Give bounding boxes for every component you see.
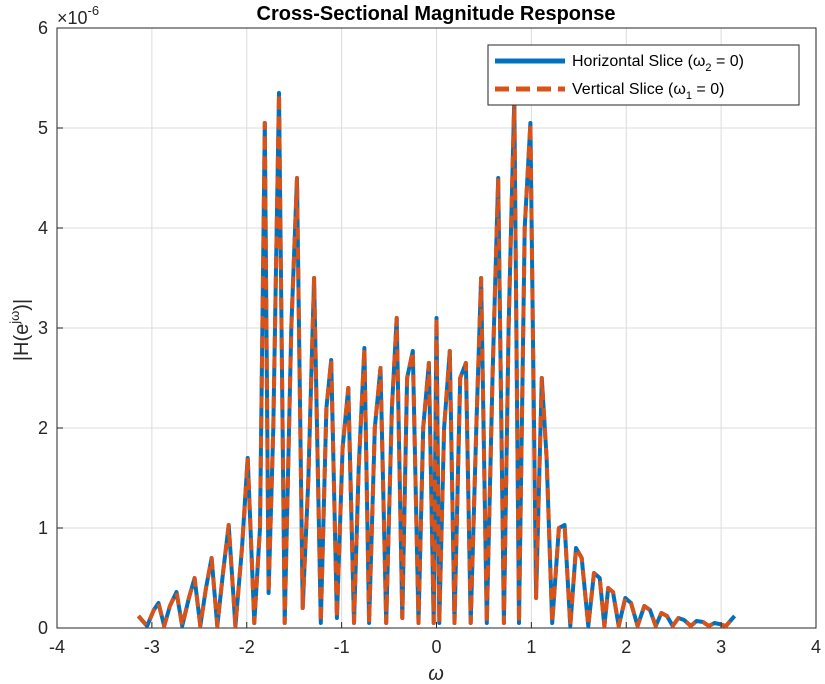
y-exponent-base: ×10	[57, 8, 88, 28]
chart-title: Cross-Sectional Magnitude Response	[257, 3, 616, 25]
legend-horizontal-base: Horizontal Slice (ω	[572, 53, 705, 70]
y-tick-label: 5	[38, 118, 48, 138]
y-tick-label: 6	[38, 18, 48, 38]
y-axis-label-group: |H(ejω)|	[7, 299, 33, 361]
legend-label-horizontal: Horizontal Slice (ω2 = 0)	[572, 53, 744, 74]
x-tick-label: -3	[144, 637, 160, 657]
y-tick-label: 4	[38, 218, 48, 238]
y-label-part1: |H(e	[11, 324, 33, 361]
legend-horizontal-rest: = 0)	[712, 53, 744, 70]
x-tick-label: 4	[811, 637, 821, 657]
y-axis-label: |H(ejω)|	[7, 299, 33, 361]
y-exponent-power: -6	[88, 3, 100, 18]
x-tick-label: -2	[239, 637, 255, 657]
legend-label-vertical: Vertical Slice (ω1 = 0)	[572, 81, 724, 102]
y-tick-label: 1	[38, 518, 48, 538]
y-tick-label: 3	[38, 318, 48, 338]
legend-vertical-sub: 1	[686, 90, 692, 102]
x-tick-label: 1	[526, 637, 536, 657]
y-scale-exponent: ×10-6	[57, 3, 99, 28]
legend-vertical-base: Vertical Slice (ω	[572, 81, 686, 98]
legend-horizontal-sub: 2	[705, 62, 711, 74]
series-layer	[136, 91, 737, 628]
x-tick-label: 2	[621, 637, 631, 657]
x-axis-label: ω	[428, 663, 444, 684]
y-tick-label: 2	[38, 418, 48, 438]
x-tick-label: -4	[49, 637, 65, 657]
y-label-part2: )|	[11, 299, 33, 311]
ticks: -4 -3 -2 -1 0 1 2 3 4 0 1 2 3 4 5 6	[38, 18, 821, 657]
x-tick-label: 3	[716, 637, 726, 657]
series-vertical-line	[136, 91, 737, 628]
y-tick-label: 0	[38, 618, 48, 638]
legend-box	[487, 44, 800, 106]
legend-vertical-rest: = 0)	[692, 81, 724, 98]
x-tick-label: 0	[431, 637, 441, 657]
legend: Horizontal Slice (ω2 = 0) Vertical Slice…	[487, 44, 800, 106]
y-label-sup: jω	[7, 311, 22, 325]
x-tick-label: -1	[334, 637, 350, 657]
